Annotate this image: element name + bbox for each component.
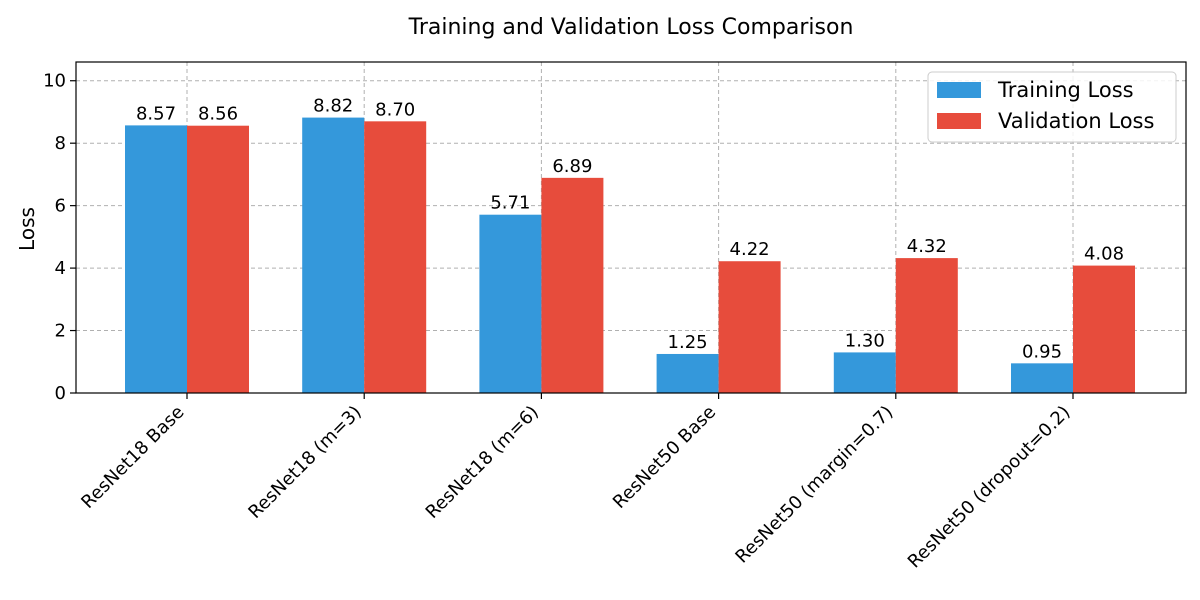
x-tick-label: ResNet50 (margin=0.7) [731,402,897,568]
bar-layer [125,117,1135,394]
data-label: 8.70 [375,99,415,120]
legend-label: Validation Loss [998,109,1154,133]
x-tick-label: ResNet50 Base [609,402,720,513]
bar-training [479,214,542,393]
bar-training [1011,363,1073,393]
data-label: 1.25 [668,332,708,353]
data-label: 4.32 [907,236,947,257]
data-label: 1.30 [845,330,885,351]
legend-box [927,71,1177,143]
bar-validation [718,261,781,393]
bar-validation [895,258,958,393]
data-label: 5.71 [490,193,530,214]
legend-swatch [937,82,981,98]
data-label: 8.57 [136,103,176,124]
y-tick-label: 10 [43,71,66,92]
y-tick-label: 4 [55,258,66,279]
data-label: 4.22 [730,239,770,260]
legend: Training Loss Validation Loss [927,71,1177,143]
data-label: 0.95 [1022,341,1062,362]
data-label: 8.56 [198,104,238,125]
x-tick-label: ResNet18 Base [77,402,188,513]
x-tick-label: ResNet50 (dropout=0.2) [904,402,1075,573]
bar-training [656,353,719,393]
legend-label: Training Loss [997,78,1134,102]
legend-swatch [937,113,981,129]
y-axis-label: Loss [15,207,39,251]
chart-title: Training and Validation Loss Comparison [408,15,854,40]
y-tick-label: 2 [55,321,66,342]
data-label: 4.08 [1084,244,1124,265]
bar-training [302,117,365,394]
plot-frame [75,61,1187,394]
x-tick-label: ResNet18 (m=6) [422,402,543,523]
y-tick-label: 8 [55,133,66,154]
x-tick-label: ResNet18 (m=3) [244,402,365,523]
bar-validation [1073,265,1135,393]
bar-validation [364,121,427,393]
bar-training [125,125,187,394]
y-tick-label: 0 [55,383,66,404]
label-layer: 8.57 8.82 5.71 1.25 1.30 0.95 8.56 8.70 6.89 4.22… [136,96,1124,363]
data-label: 8.82 [313,96,353,117]
bar-validation [187,125,249,393]
bar-training [833,352,896,393]
bar-validation [541,177,604,393]
y-tick-label: 6 [55,196,66,217]
data-label: 6.89 [552,156,592,177]
